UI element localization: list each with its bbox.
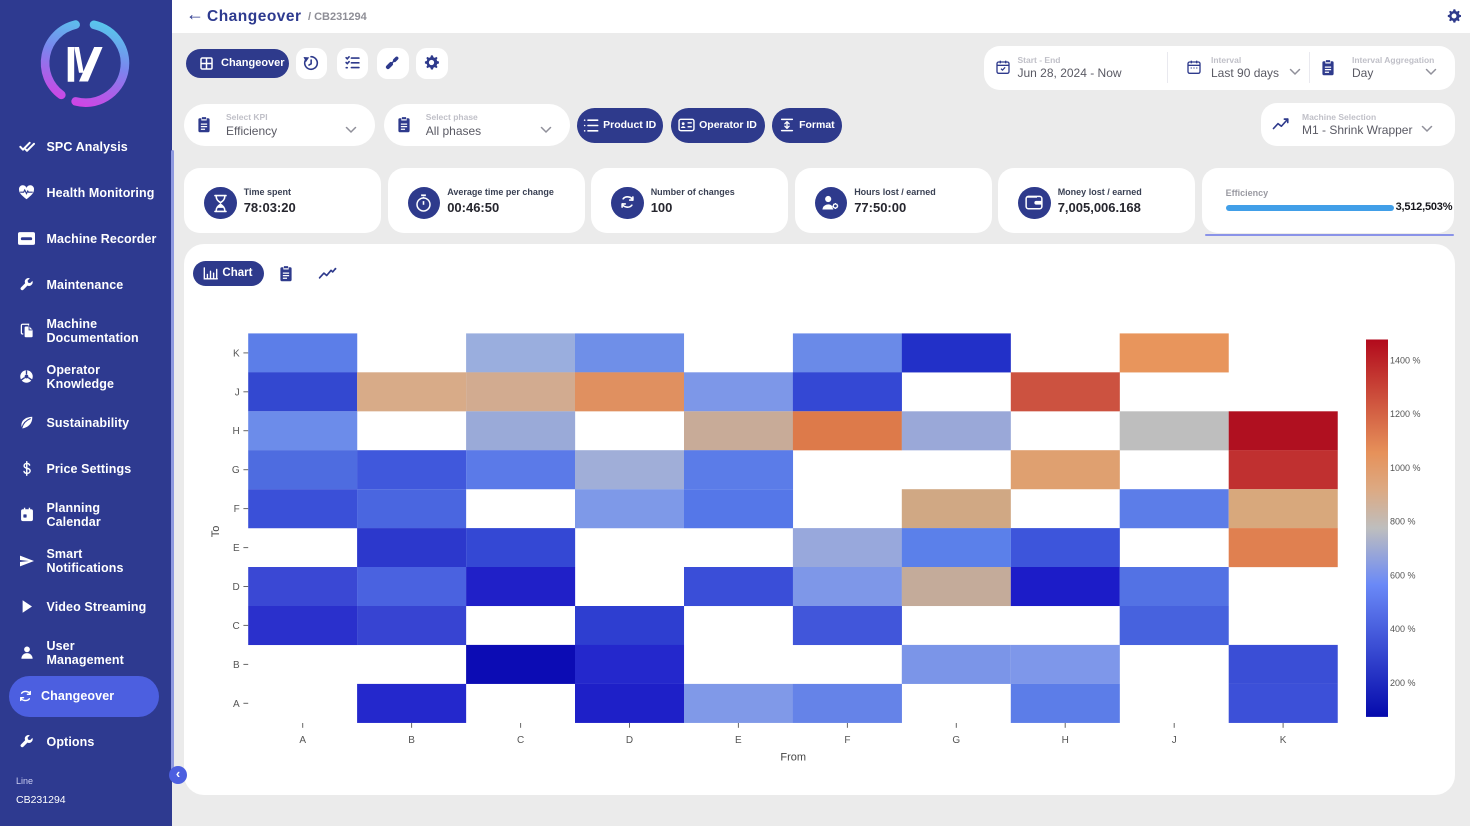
svg-text:1200 %: 1200 % <box>1390 409 1421 419</box>
svg-text:200 %: 200 % <box>1390 678 1416 688</box>
svg-text:J: J <box>235 387 240 398</box>
svg-text:C: C <box>232 621 239 632</box>
svg-text:K: K <box>1280 735 1287 746</box>
svg-text:E: E <box>735 735 742 746</box>
svg-text:J: J <box>1172 735 1177 746</box>
svg-text:F: F <box>844 735 850 746</box>
svg-text:H: H <box>232 426 239 437</box>
svg-text:A: A <box>299 735 306 746</box>
svg-text:E: E <box>233 543 240 554</box>
svg-text:F: F <box>234 504 240 515</box>
svg-text:H: H <box>1062 735 1069 746</box>
svg-text:B: B <box>233 660 240 671</box>
svg-text:800 %: 800 % <box>1390 517 1416 527</box>
svg-text:D: D <box>626 735 633 746</box>
svg-text:To: To <box>210 526 222 538</box>
svg-text:1000 %: 1000 % <box>1390 463 1421 473</box>
svg-text:400 %: 400 % <box>1390 624 1416 634</box>
svg-text:G: G <box>952 735 960 746</box>
svg-text:B: B <box>408 735 415 746</box>
svg-text:600 %: 600 % <box>1390 571 1416 581</box>
svg-text:C: C <box>517 735 524 746</box>
svg-text:1400 %: 1400 % <box>1390 355 1421 365</box>
svg-text:A: A <box>233 699 240 710</box>
svg-text:From: From <box>780 751 806 763</box>
svg-text:G: G <box>232 465 240 476</box>
svg-text:D: D <box>232 582 239 593</box>
svg-text:K: K <box>233 348 240 359</box>
